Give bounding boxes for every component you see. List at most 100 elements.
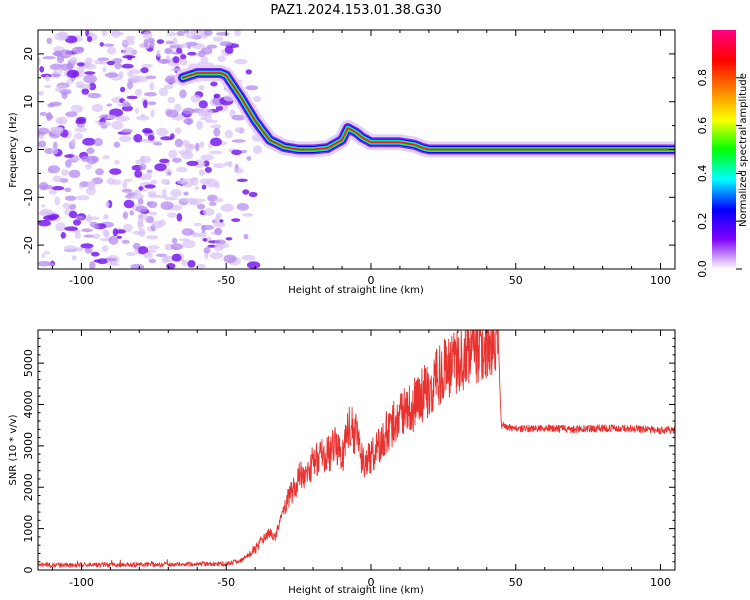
noise-blob [233,168,244,174]
noise-blob [171,67,182,72]
noise-blob [120,86,126,93]
noise-blob [55,222,66,232]
noise-blob [102,229,110,237]
noise-blob [75,81,85,89]
noise-blob [82,137,96,146]
noise-blob [121,105,133,112]
noise-blob [71,255,77,261]
noise-blob [170,189,182,197]
noise-blob [199,141,205,148]
noise-blob [148,258,156,264]
noise-blob [172,56,180,64]
noise-blob [105,201,110,208]
y-tick-label: 0 [22,146,35,153]
noise-blob [203,247,211,254]
noise-blob [213,93,221,99]
noise-blob [95,168,104,176]
noise-blob [46,37,53,44]
noise-blob [171,253,182,262]
noise-blob [174,103,182,112]
noise-blob [199,178,212,185]
colorbar-tick-label: 0.6 [696,117,709,135]
noise-blob [192,198,207,202]
noise-blob [47,103,55,108]
noise-blob [165,76,178,84]
noise-blob [102,155,110,160]
noise-blob [63,245,77,252]
noise-blob [140,138,151,143]
noise-blob [182,107,195,115]
y-tick-label: -20 [22,236,35,254]
noise-blob [253,95,262,103]
noise-blob [38,57,41,66]
noise-blob [126,71,133,77]
noise-blob [135,88,142,97]
noise-blob [65,159,72,168]
noise-blob [148,211,158,216]
noise-blob [38,140,47,148]
noise-blob [150,109,155,118]
noise-blob [204,166,212,173]
noise-blob [122,180,128,189]
noise-blob [38,210,53,217]
noise-blob [65,195,77,201]
noise-blob [178,197,192,203]
noise-blob [137,198,144,205]
noise-blob [38,90,44,96]
x-tick-label: 50 [509,576,523,589]
noise-blob [144,184,156,189]
noise-blob [246,261,261,269]
noise-blob [213,163,226,169]
x-tick-label: -100 [69,576,94,589]
noise-blob [121,63,134,69]
noise-blob [122,55,136,59]
noise-blob [159,87,169,97]
noise-blob [125,35,136,41]
noise-blob [122,102,131,108]
colorbar-label: Normalized spectral amplitude [738,73,749,227]
noise-blob [200,154,214,161]
noise-blob [168,149,178,159]
noise-blob [149,82,155,91]
noise-blob [145,172,152,180]
noise-blob [167,212,178,218]
noise-blob [179,89,187,99]
noise-blob [231,139,246,143]
noise-blob [145,75,157,80]
noise-blob [248,191,258,198]
noise-blob [87,92,102,99]
noise-blob [187,144,198,150]
noise-blob [147,134,155,141]
noise-blob [50,126,64,135]
noise-blob [122,223,133,233]
noise-blob [185,32,198,39]
noise-blob [78,184,84,189]
noise-blob [61,169,69,176]
noise-blob [64,187,72,192]
noise-blob [101,30,108,37]
y-tick-label: 10 [22,95,35,109]
noise-blob [147,201,158,209]
noise-blob [88,82,97,91]
y-tick-label: 20 [22,47,35,61]
noise-blob [118,135,132,142]
noise-blob [130,194,144,200]
noise-blob [123,199,135,209]
noise-blob [186,160,199,166]
noise-blob [138,228,146,237]
noise-blob [111,120,124,130]
noise-blob [48,189,57,195]
noise-blob [252,145,263,155]
noise-blob [84,163,92,170]
noise-blob [62,202,71,209]
noise-blob [39,111,47,116]
noise-blob [165,55,170,60]
noise-blob [196,120,204,130]
noise-blob [180,178,194,188]
noise-blob [44,75,51,82]
noise-blob [137,246,149,255]
noise-blob [91,103,104,113]
noise-blob [55,117,64,125]
